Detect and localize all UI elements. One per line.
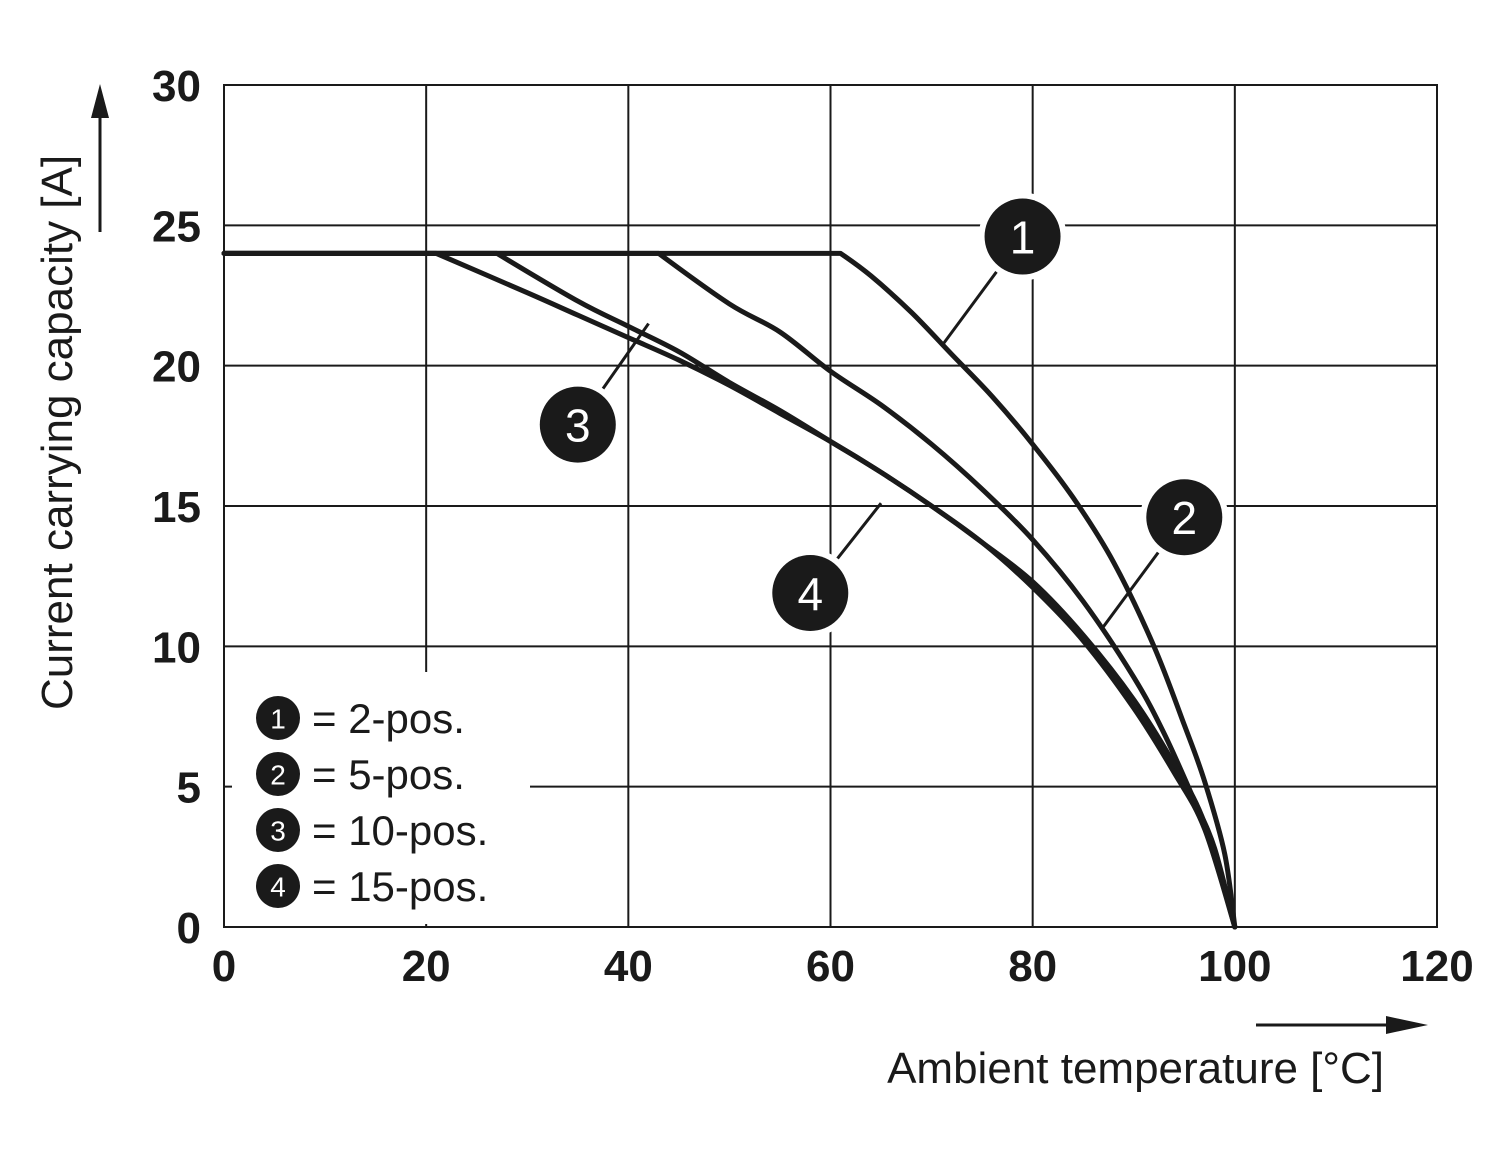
- y-tick-label: 5: [177, 764, 201, 813]
- curves: [221, 250, 1238, 930]
- legend: 1 = 2-pos. 2 = 5-pos. 3 = 10-pos. 4 = 15-pos.: [232, 672, 530, 924]
- marker-disc: [984, 198, 1061, 275]
- y-tick-label: 30: [152, 62, 201, 111]
- y-tick-label: 25: [152, 202, 201, 251]
- legend-item-4: 4 = 15-pos.: [256, 863, 488, 910]
- leader-line: [1102, 546, 1163, 628]
- y-tick-label: 0: [177, 904, 201, 953]
- x-tick-label: 100: [1198, 942, 1271, 991]
- legend-marker-number: 2: [270, 760, 286, 791]
- legend-marker-number: 3: [270, 816, 286, 847]
- x-tick-label: 0: [212, 942, 236, 991]
- x-tick-labels: 0 20 40 60 80 100 120: [212, 942, 1474, 991]
- y-axis-arrow-head: [91, 84, 109, 118]
- legend-marker-disc: [256, 808, 300, 852]
- legend-item-1: 1 = 2-pos.: [256, 695, 465, 742]
- marker-disc: [772, 555, 849, 632]
- x-axis-arrow-head: [1386, 1016, 1428, 1034]
- curve-marker-4: 4: [766, 502, 883, 638]
- legend-marker-disc: [256, 864, 300, 908]
- legend-marker-number: 4: [270, 872, 286, 903]
- curve-marker-1: 1: [940, 192, 1067, 347]
- y-axis-label: Current carrying capacity [A]: [33, 155, 82, 710]
- curve-series-1: [221, 250, 1238, 930]
- x-tick-label: 60: [806, 942, 855, 991]
- leader-line: [832, 502, 883, 565]
- legend-label: = 2-pos.: [312, 695, 465, 742]
- curve-markers: 1 2 3 4: [533, 192, 1229, 638]
- curve-series-4: [221, 250, 1238, 930]
- legend-marker-number: 1: [270, 704, 286, 735]
- x-axis-title: Ambient temperature [°C]: [887, 1016, 1428, 1093]
- x-tick-label: 20: [402, 942, 451, 991]
- legend-label: = 15-pos.: [312, 863, 488, 910]
- legend-marker-disc: [256, 752, 300, 796]
- legend-item-2: 2 = 5-pos.: [256, 751, 465, 798]
- x-tick-label: 40: [604, 942, 653, 991]
- curve-marker-3: 3: [533, 322, 650, 469]
- marker-number: 2: [1171, 492, 1197, 544]
- y-tick-label: 20: [152, 343, 201, 392]
- curve-marker-2: 2: [1102, 473, 1229, 628]
- x-axis-label: Ambient temperature [°C]: [887, 1044, 1384, 1093]
- leader-line: [940, 266, 1002, 347]
- y-tick-labels: 0 5 10 15 20 25 30: [152, 62, 201, 953]
- legend-label: = 10-pos.: [312, 807, 488, 854]
- y-tick-label: 15: [152, 483, 201, 532]
- x-tick-label: 80: [1008, 942, 1057, 991]
- plot-frame: [223, 84, 1438, 928]
- legend-marker-disc: [256, 696, 300, 740]
- y-tick-label: 10: [152, 623, 201, 672]
- marker-number: 4: [797, 568, 823, 620]
- marker-disc: [1146, 479, 1223, 556]
- leader-line: [598, 322, 650, 395]
- marker-number: 1: [1010, 212, 1036, 264]
- grid: [223, 84, 1438, 928]
- legend-item-3: 3 = 10-pos.: [256, 807, 488, 854]
- x-tick-label: 120: [1400, 942, 1473, 991]
- marker-disc: [539, 386, 616, 463]
- marker-number: 3: [565, 400, 591, 452]
- legend-label: = 5-pos.: [312, 751, 465, 798]
- y-axis-title: Current carrying capacity [A]: [33, 84, 109, 710]
